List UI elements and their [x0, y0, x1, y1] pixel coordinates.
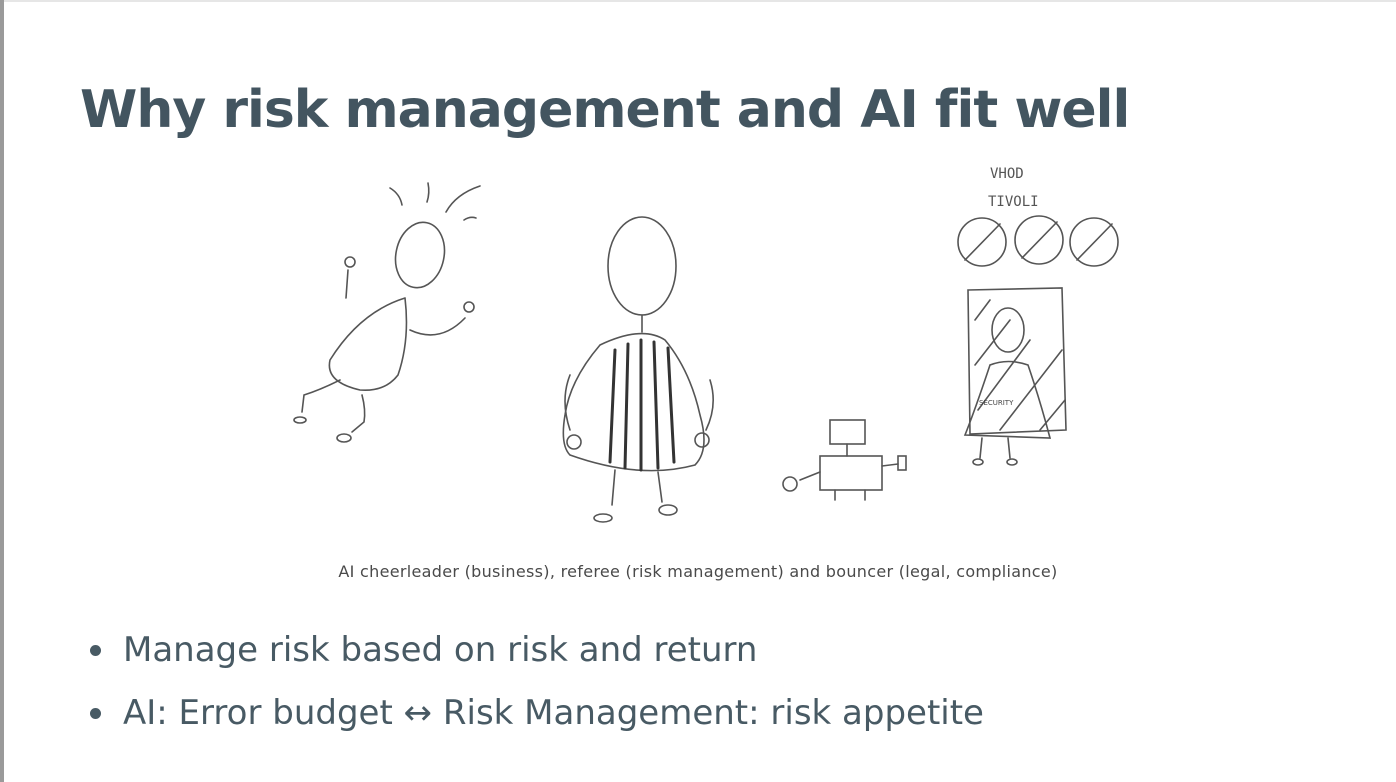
- slide-left-border: [0, 0, 4, 782]
- bullet-item: Manage risk based on risk and return: [88, 624, 984, 687]
- bullet-text: AI: Error budget ↔ Risk Management: risk…: [123, 693, 984, 733]
- bullet-item: AI: Error budget ↔ Risk Management: risk…: [88, 687, 984, 750]
- cheerleader-figure: [293, 182, 481, 443]
- bouncer-figure: VHOD TIVOLI SECURITY: [957, 166, 1119, 466]
- slide-top-border: [4, 0, 1396, 2]
- bullet-text: Manage risk based on risk and return: [123, 630, 758, 670]
- slide-title: Why risk management and AI fit well: [80, 80, 1130, 140]
- security-shirt-label: SECURITY: [979, 399, 1014, 407]
- illustration-caption: AI cheerleader (business), referee (risk…: [338, 562, 1058, 581]
- bullet-dot-icon: [90, 645, 101, 656]
- robot-figure: [782, 419, 907, 501]
- sign-line-2: TIVOLI: [988, 194, 1039, 210]
- bullet-dot-icon: [90, 708, 101, 719]
- sketch-illustration: VHOD TIVOLI SECURITY: [270, 150, 1150, 535]
- sign-line-1: VHOD: [990, 166, 1024, 182]
- bullet-list: Manage risk based on risk and return AI:…: [88, 624, 984, 750]
- referee-figure: [562, 216, 714, 523]
